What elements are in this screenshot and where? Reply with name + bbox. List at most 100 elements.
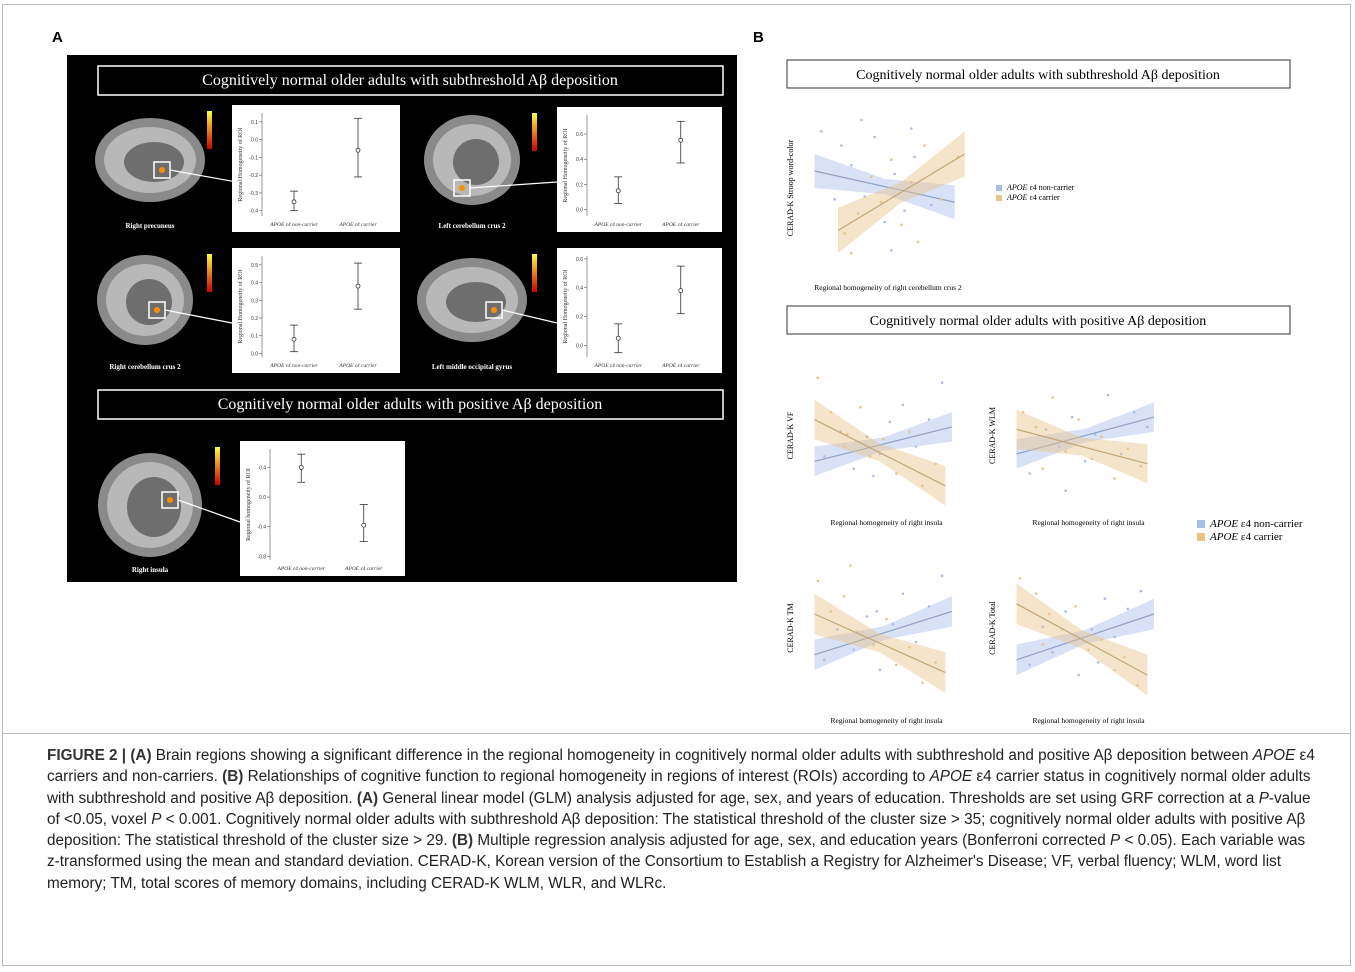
caption-text: (A) bbox=[357, 790, 378, 807]
scatter-point bbox=[1126, 608, 1129, 611]
y-tick-label: -0.8 bbox=[257, 554, 266, 560]
scatter-point bbox=[915, 445, 918, 448]
activation bbox=[459, 185, 465, 191]
mean-point bbox=[292, 200, 296, 204]
scatter-point bbox=[830, 610, 833, 613]
y-tick-label: 0.5 bbox=[251, 263, 258, 269]
scatter-point bbox=[941, 575, 944, 578]
mean-point bbox=[679, 289, 683, 293]
x-axis-label: Regional homogeneity of right insula bbox=[830, 518, 943, 527]
legend-gene: APOE bbox=[1006, 193, 1028, 202]
scatter-point bbox=[1041, 467, 1044, 470]
scatter-point bbox=[1100, 435, 1103, 438]
x-tick-label: APOE ε4 carrier bbox=[338, 221, 377, 228]
scatter-point bbox=[882, 438, 885, 441]
scatter-point bbox=[823, 659, 826, 662]
scatter-point bbox=[1022, 411, 1025, 414]
section-header: Cognitively normal older adults with sub… bbox=[856, 68, 1220, 83]
y-tick-label: -0.4 bbox=[257, 525, 266, 531]
scatter-point bbox=[921, 485, 924, 488]
legend-swatch bbox=[996, 195, 1002, 201]
activation bbox=[491, 307, 497, 313]
mean-point bbox=[362, 523, 366, 527]
mean-point bbox=[616, 336, 620, 340]
activation bbox=[159, 167, 165, 173]
scatter-point bbox=[875, 610, 878, 613]
y-tick-label: -0.3 bbox=[249, 191, 258, 197]
scatter-point bbox=[880, 201, 883, 204]
y-tick-label: 0.0 bbox=[576, 208, 583, 214]
y-tick-label: 0.2 bbox=[251, 316, 258, 322]
brain-region-label: Right precuneus bbox=[125, 222, 174, 230]
y-axis-label: CERAD-K WLM bbox=[988, 407, 997, 464]
scatter-point bbox=[1019, 577, 1022, 580]
y-tick-label: -0.2 bbox=[249, 173, 258, 179]
legend-gene: APOE bbox=[1209, 531, 1238, 543]
caption-text: Relationships of cognitive function to r… bbox=[243, 768, 929, 785]
y-tick-label: 0.0 bbox=[576, 343, 583, 349]
scatter-point bbox=[1100, 638, 1103, 641]
y-axis-label: Regional Homogeneity of ROI bbox=[237, 127, 244, 201]
colorbar bbox=[532, 254, 537, 292]
x-tick-label: APOE ε4 non-carrier bbox=[269, 362, 318, 369]
caption-divider bbox=[2, 733, 1351, 734]
scatter-point bbox=[902, 404, 905, 407]
scatter-point bbox=[870, 175, 873, 178]
x-tick-label: APOE ε4 carrier bbox=[344, 565, 383, 572]
caption-text: (B) bbox=[452, 832, 473, 849]
y-tick-label: 0.0 bbox=[251, 138, 258, 144]
scatter-point bbox=[860, 119, 863, 122]
scatter-point bbox=[1041, 643, 1044, 646]
scatter-point bbox=[1051, 651, 1054, 654]
scatter-point bbox=[917, 241, 920, 244]
x-tick-label: APOE ε4 non-carrier bbox=[277, 565, 326, 572]
activation bbox=[154, 307, 160, 313]
page: {"panel_a":{"label":"A","headers":["Cogn… bbox=[0, 0, 1355, 972]
scatter-point bbox=[1064, 489, 1067, 492]
scatter-point bbox=[1077, 674, 1080, 677]
brain-region-label: Right cerebellum crus 2 bbox=[109, 363, 181, 371]
caption-text: P bbox=[1259, 790, 1269, 807]
legend-swatch bbox=[1197, 520, 1205, 528]
y-tick-label: 0.2 bbox=[576, 182, 583, 188]
scatter-point bbox=[817, 580, 820, 583]
y-axis-label: Regional Homogeneity of ROI bbox=[562, 128, 569, 202]
caption-text: Brain regions showing a significant diff… bbox=[152, 747, 1253, 764]
activation bbox=[167, 497, 173, 503]
y-tick-label: 0.3 bbox=[251, 298, 258, 304]
caption-text: General linear model (GLM) analysis adju… bbox=[378, 790, 1259, 807]
caption-text: P bbox=[151, 811, 161, 828]
caption-text: FIGURE 2 | (A) bbox=[47, 747, 152, 764]
legend-swatch bbox=[996, 185, 1002, 191]
x-tick-label: APOE ε4 carrier bbox=[661, 221, 700, 228]
scatter-point bbox=[915, 641, 918, 644]
legend-entry: APOE ε4 carrier bbox=[1006, 193, 1060, 202]
scatter-point bbox=[885, 618, 888, 621]
section-header: Cognitively normal older adults with pos… bbox=[870, 314, 1207, 329]
scatter-point bbox=[850, 252, 853, 255]
scatter-point bbox=[1048, 613, 1051, 616]
caption-text: APOE bbox=[930, 768, 973, 785]
colorbar bbox=[207, 254, 212, 292]
y-tick-label: -0.1 bbox=[249, 155, 258, 161]
legend-gene: APOE bbox=[1006, 183, 1028, 192]
scatter-point bbox=[902, 592, 905, 595]
y-tick-label: 0.2 bbox=[576, 315, 583, 321]
scatter-point bbox=[1087, 648, 1090, 651]
x-tick-label: APOE ε4 carrier bbox=[338, 362, 377, 369]
scatter-point bbox=[833, 198, 836, 201]
scatter-point bbox=[1090, 628, 1093, 631]
scatter-point bbox=[843, 232, 846, 235]
scatter-point bbox=[892, 623, 895, 626]
caption-text: APOE bbox=[1253, 747, 1296, 764]
scatter-point bbox=[1035, 592, 1038, 595]
scatter-point bbox=[930, 204, 933, 207]
scatter-point bbox=[1090, 458, 1093, 461]
scatter-point bbox=[900, 224, 903, 227]
scatter-point bbox=[849, 564, 852, 567]
legend-label: ε4 carrier bbox=[1241, 531, 1283, 543]
caption-text: P bbox=[1110, 832, 1120, 849]
scatter-point bbox=[1123, 656, 1126, 659]
scatter-point bbox=[879, 669, 882, 672]
scatter-point bbox=[908, 646, 911, 649]
